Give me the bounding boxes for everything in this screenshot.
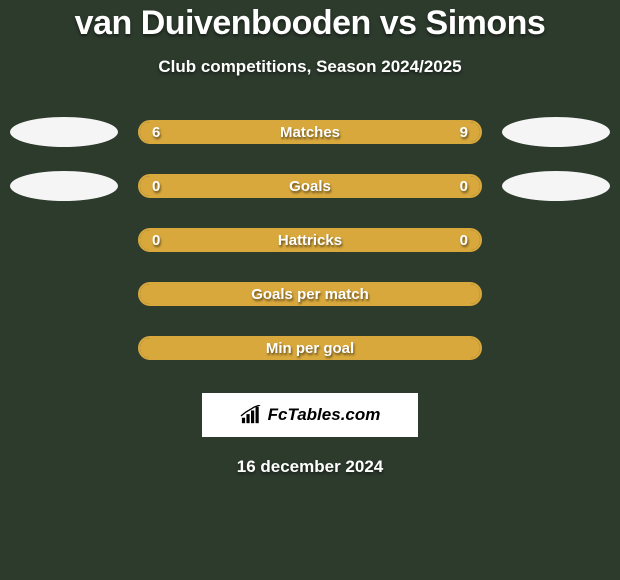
stat-bar-goals: 0 Goals 0 — [138, 174, 482, 198]
brand-badge[interactable]: FcTables.com — [202, 393, 418, 437]
footer-date: 16 december 2024 — [0, 457, 620, 477]
brand-text: FcTables.com — [268, 405, 381, 425]
stat-bar-min-per-goal: Min per goal — [138, 336, 482, 360]
stat-row-matches: 6 Matches 9 — [0, 117, 620, 147]
player-right-avatar-placeholder — [502, 117, 610, 147]
stat-bar-hattricks: 0 Hattricks 0 — [138, 228, 482, 252]
bar-fill-left — [140, 122, 276, 142]
spacer — [10, 279, 118, 309]
stat-label: Min per goal — [266, 340, 354, 357]
stat-label: Hattricks — [278, 232, 342, 249]
stat-value-right: 0 — [460, 232, 468, 249]
spacer — [502, 225, 610, 255]
page-subtitle: Club competitions, Season 2024/2025 — [0, 57, 620, 77]
stat-row-goals-per-match: Goals per match — [0, 279, 620, 309]
chart-icon — [240, 405, 262, 425]
stat-row-goals: 0 Goals 0 — [0, 171, 620, 201]
stat-value-right: 0 — [460, 178, 468, 195]
spacer — [10, 225, 118, 255]
page-title: van Duivenbooden vs Simons — [0, 4, 620, 43]
player-right-avatar-placeholder — [502, 171, 610, 201]
stat-label: Goals per match — [251, 286, 369, 303]
stat-bar-matches: 6 Matches 9 — [138, 120, 482, 144]
stat-bar-goals-per-match: Goals per match — [138, 282, 482, 306]
spacer — [502, 333, 610, 363]
spacer — [502, 279, 610, 309]
stats-list: 6 Matches 9 0 Goals 0 0 Hattricks — [0, 117, 620, 363]
stat-row-min-per-goal: Min per goal — [0, 333, 620, 363]
stat-value-left: 6 — [152, 124, 160, 141]
stat-label: Goals — [289, 178, 331, 195]
stat-row-hattricks: 0 Hattricks 0 — [0, 225, 620, 255]
comparison-widget: van Duivenbooden vs Simons Club competit… — [0, 0, 620, 477]
stat-value-right: 9 — [460, 124, 468, 141]
spacer — [10, 333, 118, 363]
stat-value-left: 0 — [152, 178, 160, 195]
stat-label: Matches — [280, 124, 340, 141]
player-left-avatar-placeholder — [10, 171, 118, 201]
player-left-avatar-placeholder — [10, 117, 118, 147]
stat-value-left: 0 — [152, 232, 160, 249]
